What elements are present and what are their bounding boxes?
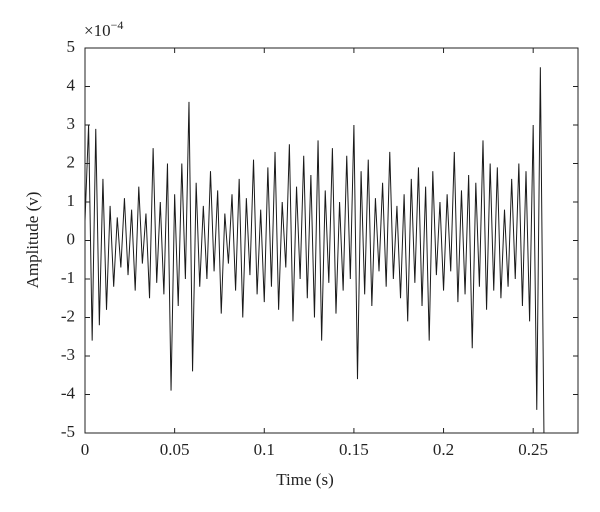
- y-tick-label: 1: [67, 191, 76, 210]
- x-axis-label: Time (s): [276, 470, 333, 489]
- multiplier-exponent: −4: [111, 18, 124, 32]
- y-multiplier: ×10−4: [84, 18, 123, 40]
- x-tick-label: 0.25: [518, 440, 548, 459]
- y-axis-label: Amplitude (v): [23, 192, 42, 289]
- y-tick-label: -5: [61, 422, 75, 441]
- x-tick-label: 0.15: [339, 440, 369, 459]
- y-tick-label: 4: [67, 75, 76, 94]
- multiplier-base: ×10: [84, 21, 111, 40]
- signal-line: [84, 67, 545, 434]
- x-tick-label: 0.2: [433, 440, 454, 459]
- y-tick-label: 2: [67, 152, 76, 171]
- y-tick-label: -1: [61, 268, 75, 287]
- x-tick-label: 0.05: [160, 440, 190, 459]
- y-tick-label: -2: [61, 306, 75, 325]
- x-tick-label: 0: [81, 440, 90, 459]
- y-tick-label: 3: [67, 114, 76, 133]
- y-tick-label: 0: [67, 229, 76, 248]
- y-tick-label: -4: [61, 383, 76, 402]
- y-tick-label: 5: [67, 37, 76, 56]
- x-tick-label: 0.1: [254, 440, 275, 459]
- y-tick-label: -3: [61, 345, 75, 364]
